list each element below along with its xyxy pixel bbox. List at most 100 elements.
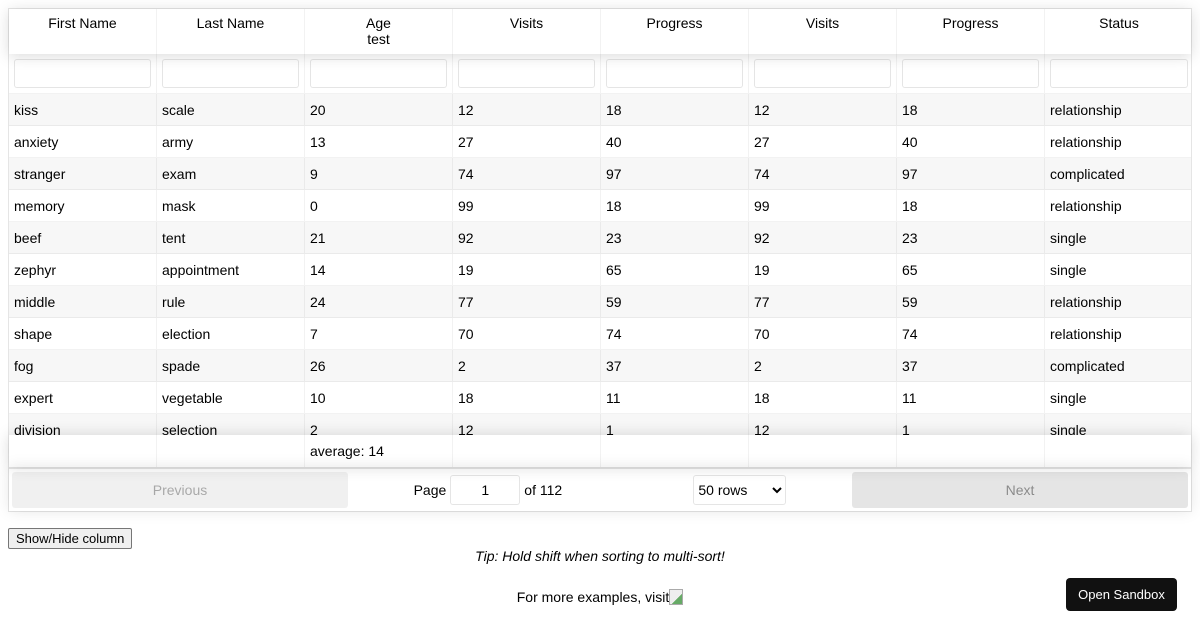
table-cell: expert	[9, 382, 157, 413]
table-row[interactable]: expert vegetable 10 18 11 18 11 single	[9, 382, 1191, 414]
rows-per-page-select[interactable]: 50 rows	[693, 475, 787, 505]
table-cell: election	[157, 318, 305, 349]
table-cell: division	[9, 414, 157, 435]
tip-text: Tip: Hold shift when sorting to multi-so…	[475, 548, 725, 564]
table-cell: exam	[157, 158, 305, 189]
table-cell: 24	[305, 286, 453, 317]
column-header[interactable]: Age test	[305, 9, 453, 54]
column-header[interactable]: Visits	[749, 9, 897, 54]
column-filter-input[interactable]	[754, 59, 891, 88]
table-cell: 59	[897, 286, 1045, 317]
page-label: Page	[413, 482, 447, 498]
pagination: Previous Page of 112 50 rows Next	[9, 467, 1191, 511]
column-header[interactable]: Visits	[453, 9, 601, 54]
show-hide-column-button[interactable]: Show/Hide column	[8, 528, 133, 549]
table-cell: 13	[305, 126, 453, 157]
table-cell: 12	[453, 414, 601, 435]
table-cell: 12	[749, 94, 897, 125]
column-filter-input[interactable]	[902, 59, 1039, 88]
next-button[interactable]: Next	[852, 472, 1188, 508]
table-cell: 19	[749, 254, 897, 285]
column-header[interactable]: First Name	[9, 9, 157, 54]
footer-cell: average: 14	[305, 435, 453, 467]
page-input[interactable]	[450, 475, 521, 505]
column-header-label: Last Name	[196, 15, 265, 31]
table-cell: 37	[897, 350, 1045, 381]
table-cell: 10	[305, 382, 453, 413]
table-body[interactable]: kiss scale 20 12 18 12 18 relationship anxiety ar…	[9, 94, 1191, 435]
table-cell: relationship	[1050, 294, 1122, 310]
filter-cell	[749, 54, 897, 93]
table-cell: 97	[601, 158, 749, 189]
table-cell: 74	[897, 318, 1045, 349]
table-cell: stranger	[9, 158, 157, 189]
column-header[interactable]: Progress	[601, 9, 749, 54]
table-cell: 12	[749, 414, 897, 435]
column-filter-input[interactable]	[310, 59, 447, 88]
table-cell: 1	[601, 414, 749, 435]
table-row[interactable]: shape election 7 70 74 70 74 relationship	[9, 318, 1191, 350]
open-sandbox-button[interactable]: Open Sandbox	[1066, 578, 1177, 611]
table-cell: single	[1050, 390, 1087, 406]
table-cell: complicated	[1050, 166, 1125, 182]
table-cell: 37	[601, 350, 749, 381]
column-header-label: Visits	[509, 15, 544, 31]
filter-cell	[305, 54, 453, 93]
table-row[interactable]: stranger exam 9 74 97 74 97 complicated	[9, 158, 1191, 190]
table-cell: 2	[305, 414, 453, 435]
table-cell: 18	[897, 190, 1045, 221]
column-filter-input[interactable]	[14, 59, 151, 88]
column-header[interactable]: Last Name	[157, 9, 305, 54]
table-cell: 92	[453, 222, 601, 253]
broken-image-icon[interactable]	[669, 589, 684, 605]
filter-cell	[157, 54, 305, 93]
table-cell: tent	[157, 222, 305, 253]
table-cell: 1	[897, 414, 1045, 435]
table-cell: relationship	[1050, 326, 1122, 342]
table-row[interactable]: kiss scale 20 12 18 12 18 relationship	[9, 94, 1191, 126]
column-filter-input[interactable]	[606, 59, 743, 88]
column-header-label: Age	[366, 15, 391, 31]
table-cell: relationship	[1050, 102, 1122, 118]
table-cell: army	[157, 126, 305, 157]
table-cell: 74	[453, 158, 601, 189]
table-row[interactable]: fog spade 26 2 37 2 37 complicated	[9, 350, 1191, 382]
table-row[interactable]: memory mask 0 99 18 99 18 relationship	[9, 190, 1191, 222]
table-cell: 65	[601, 254, 749, 285]
table-cell: 12	[453, 94, 601, 125]
table-row[interactable]: middle rule 24 77 59 77 59 relationship	[9, 286, 1191, 318]
column-header-label: Status	[1099, 15, 1139, 31]
column-filter-input[interactable]	[1050, 59, 1188, 88]
column-header-label: Visits	[805, 15, 840, 31]
column-header[interactable]: Status	[1045, 9, 1193, 54]
table-cell: 20	[305, 94, 453, 125]
column-header-label: Progress	[646, 15, 703, 31]
column-header-label: First Name	[48, 15, 117, 31]
table-cell: 21	[305, 222, 453, 253]
column-filter-input[interactable]	[458, 59, 595, 88]
footer-cell	[453, 435, 601, 467]
table-row[interactable]: division selection 2 12 1 12 1 single	[9, 414, 1191, 435]
table-row[interactable]: beef tent 21 92 23 92 23 single	[9, 222, 1191, 254]
table-cell: 74	[749, 158, 897, 189]
table-cell: selection	[157, 414, 305, 435]
table-cell: 11	[601, 382, 749, 413]
table-row[interactable]: anxiety army 13 27 40 27 40 relationship	[9, 126, 1191, 158]
table-cell: complicated	[1050, 358, 1125, 374]
previous-button[interactable]: Previous	[12, 472, 348, 508]
table-cell: 74	[601, 318, 749, 349]
table-cell: 59	[601, 286, 749, 317]
filter-cell	[897, 54, 1045, 93]
table-cell: scale	[157, 94, 305, 125]
table-cell: beef	[9, 222, 157, 253]
column-filter-input[interactable]	[162, 59, 299, 88]
table-cell: 18	[601, 94, 749, 125]
table-cell: 18	[453, 382, 601, 413]
table-cell: 40	[601, 126, 749, 157]
filter-row	[9, 54, 1191, 94]
table-row[interactable]: zephyr appointment 14 19 65 19 65 single	[9, 254, 1191, 286]
table-cell: 99	[749, 190, 897, 221]
column-header[interactable]: Progress	[897, 9, 1045, 54]
table-cell: 27	[749, 126, 897, 157]
footer-cell	[749, 435, 897, 467]
